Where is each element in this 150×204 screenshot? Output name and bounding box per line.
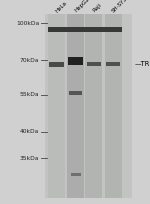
Text: HepG2: HepG2: [74, 0, 90, 13]
FancyBboxPatch shape: [48, 27, 122, 32]
Text: HeLa: HeLa: [54, 0, 68, 13]
Text: 55kDa: 55kDa: [20, 92, 39, 97]
Text: SH-SY5Y: SH-SY5Y: [111, 0, 131, 13]
Text: 40kDa: 40kDa: [20, 129, 39, 134]
FancyBboxPatch shape: [106, 62, 120, 66]
FancyBboxPatch shape: [48, 14, 65, 198]
FancyBboxPatch shape: [85, 14, 102, 198]
FancyBboxPatch shape: [71, 173, 81, 176]
Text: 100kDa: 100kDa: [16, 21, 39, 26]
FancyBboxPatch shape: [69, 91, 82, 95]
FancyBboxPatch shape: [67, 14, 84, 198]
Text: Raji: Raji: [92, 3, 102, 13]
Text: —TRIM27: —TRIM27: [134, 61, 150, 67]
FancyBboxPatch shape: [68, 57, 83, 65]
FancyBboxPatch shape: [45, 14, 132, 198]
FancyBboxPatch shape: [105, 14, 122, 198]
FancyBboxPatch shape: [49, 62, 64, 67]
Text: 70kDa: 70kDa: [20, 58, 39, 63]
FancyBboxPatch shape: [87, 62, 101, 66]
Text: 35kDa: 35kDa: [20, 156, 39, 161]
